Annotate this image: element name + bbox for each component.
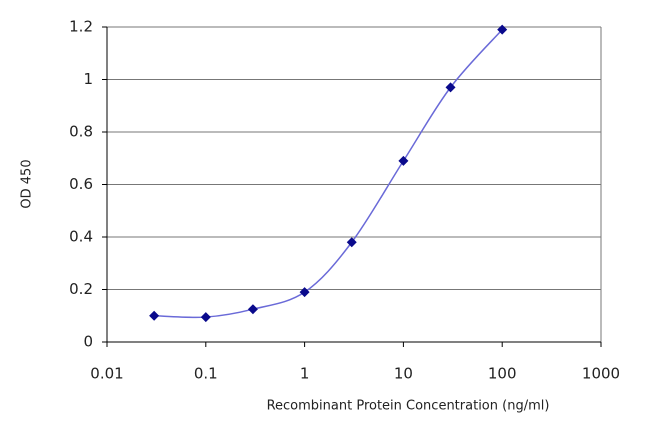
marker (247, 304, 258, 315)
x-axis-label: Recombinant Protein Concentration (ng/ml… (267, 399, 550, 414)
marker (299, 287, 310, 298)
x-tick-label: 1 (300, 365, 310, 383)
data-line (154, 29, 503, 319)
y-tick-label: 0 (83, 333, 93, 351)
x-tick-label: 0.01 (90, 365, 123, 383)
x-tick-label: 1000 (582, 365, 620, 383)
x-tick-label: 0.1 (194, 365, 218, 383)
marker (398, 155, 409, 166)
marker (149, 310, 160, 321)
x-tick-label: 100 (488, 365, 517, 383)
marker (346, 237, 357, 248)
y-tick-label: 0.4 (69, 228, 93, 246)
marker (497, 24, 508, 35)
y-tick-label: 1.2 (69, 18, 93, 36)
y-tick-label: 0.2 (69, 280, 93, 298)
y-tick-label: 0.8 (69, 123, 93, 141)
y-tick-label: 1 (83, 70, 93, 88)
x-tick-label: 10 (394, 365, 413, 383)
marker (445, 82, 456, 93)
y-tick-label: 0.6 (69, 175, 93, 193)
y-axis-label: OD 450 (20, 159, 35, 208)
marker (200, 312, 211, 323)
